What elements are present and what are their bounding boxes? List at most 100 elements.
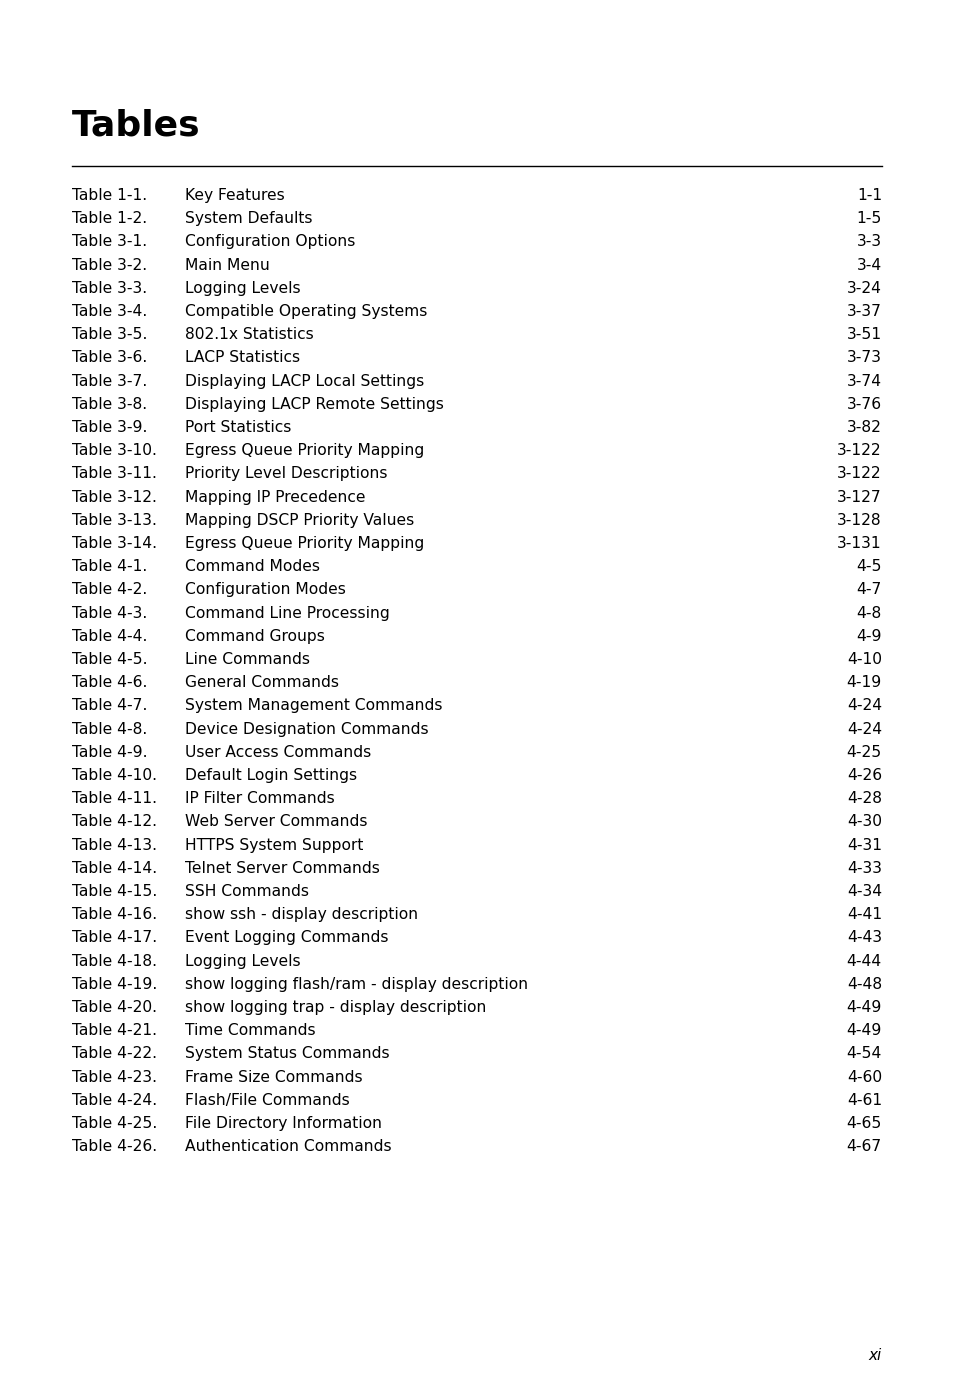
Text: Table 4-1.: Table 4-1. (71, 559, 147, 575)
Text: 4-33: 4-33 (846, 861, 882, 876)
Text: 4-67: 4-67 (846, 1140, 882, 1155)
Text: 4-43: 4-43 (846, 930, 882, 945)
Text: Mapping IP Precedence: Mapping IP Precedence (185, 490, 365, 505)
Text: 4-60: 4-60 (846, 1070, 882, 1084)
Text: Command Line Processing: Command Line Processing (185, 605, 390, 620)
Text: Table 1-2.: Table 1-2. (71, 211, 147, 226)
Text: 4-49: 4-49 (845, 999, 882, 1015)
Text: Telnet Server Commands: Telnet Server Commands (185, 861, 379, 876)
Text: Table 4-23.: Table 4-23. (71, 1070, 157, 1084)
Text: File Directory Information: File Directory Information (185, 1116, 381, 1131)
Text: Time Commands: Time Commands (185, 1023, 315, 1038)
Text: 3-74: 3-74 (846, 373, 882, 389)
Text: 4-48: 4-48 (846, 977, 882, 992)
Text: Table 4-21.: Table 4-21. (71, 1023, 157, 1038)
Text: Configuration Modes: Configuration Modes (185, 583, 346, 597)
Text: Table 3-10.: Table 3-10. (71, 443, 156, 458)
Text: Table 3-6.: Table 3-6. (71, 350, 147, 365)
Text: Configuration Options: Configuration Options (185, 235, 355, 250)
Text: Compatible Operating Systems: Compatible Operating Systems (185, 304, 427, 319)
Text: 3-37: 3-37 (846, 304, 882, 319)
Text: General Commands: General Commands (185, 675, 338, 690)
Text: Table 4-9.: Table 4-9. (71, 745, 148, 759)
Text: 4-24: 4-24 (846, 722, 882, 737)
Text: 4-5: 4-5 (856, 559, 882, 575)
Text: Port Statistics: Port Statistics (185, 421, 291, 434)
Text: 3-127: 3-127 (837, 490, 882, 505)
Text: Logging Levels: Logging Levels (185, 280, 300, 296)
Text: Table 3-9.: Table 3-9. (71, 421, 147, 434)
Text: Table 4-4.: Table 4-4. (71, 629, 147, 644)
Text: Displaying LACP Remote Settings: Displaying LACP Remote Settings (185, 397, 443, 412)
Text: 3-122: 3-122 (837, 443, 882, 458)
Text: System Status Commands: System Status Commands (185, 1047, 389, 1062)
Text: Command Groups: Command Groups (185, 629, 325, 644)
Text: 4-7: 4-7 (856, 583, 882, 597)
Text: 4-30: 4-30 (846, 815, 882, 830)
Text: Table 4-12.: Table 4-12. (71, 815, 157, 830)
Text: Table 3-7.: Table 3-7. (71, 373, 147, 389)
Text: Table 3-14.: Table 3-14. (71, 536, 157, 551)
Text: Table 4-25.: Table 4-25. (71, 1116, 157, 1131)
Text: LACP Statistics: LACP Statistics (185, 350, 300, 365)
Text: Device Designation Commands: Device Designation Commands (185, 722, 428, 737)
Text: Table 4-16.: Table 4-16. (71, 908, 157, 922)
Text: Command Modes: Command Modes (185, 559, 319, 575)
Text: 1-1: 1-1 (856, 187, 882, 203)
Text: Table 3-4.: Table 3-4. (71, 304, 147, 319)
Text: Frame Size Commands: Frame Size Commands (185, 1070, 362, 1084)
Text: System Management Commands: System Management Commands (185, 698, 442, 713)
Text: 3-73: 3-73 (846, 350, 882, 365)
Text: Main Menu: Main Menu (185, 258, 270, 272)
Text: Table 4-20.: Table 4-20. (71, 999, 157, 1015)
Text: Table 4-18.: Table 4-18. (71, 954, 157, 969)
Text: Table 3-5.: Table 3-5. (71, 328, 147, 343)
Text: 802.1x Statistics: 802.1x Statistics (185, 328, 314, 343)
Text: 4-24: 4-24 (846, 698, 882, 713)
Text: Web Server Commands: Web Server Commands (185, 815, 367, 830)
Text: IP Filter Commands: IP Filter Commands (185, 791, 335, 806)
Text: show logging trap - display description: show logging trap - display description (185, 999, 486, 1015)
Text: Table 4-15.: Table 4-15. (71, 884, 157, 899)
Text: 4-65: 4-65 (845, 1116, 882, 1131)
Text: 3-122: 3-122 (837, 466, 882, 482)
Text: show logging flash/ram - display description: show logging flash/ram - display descrip… (185, 977, 528, 992)
Text: Table 3-12.: Table 3-12. (71, 490, 156, 505)
Text: Table 4-2.: Table 4-2. (71, 583, 147, 597)
Text: Displaying LACP Local Settings: Displaying LACP Local Settings (185, 373, 424, 389)
Text: 3-3: 3-3 (856, 235, 882, 250)
Text: 4-34: 4-34 (846, 884, 882, 899)
Text: 4-31: 4-31 (846, 837, 882, 852)
Text: 3-131: 3-131 (837, 536, 882, 551)
Text: Event Logging Commands: Event Logging Commands (185, 930, 388, 945)
Text: 4-8: 4-8 (856, 605, 882, 620)
Text: 4-61: 4-61 (846, 1092, 882, 1108)
Text: Table 3-2.: Table 3-2. (71, 258, 147, 272)
Text: System Defaults: System Defaults (185, 211, 313, 226)
Text: Table 4-10.: Table 4-10. (71, 768, 157, 783)
Text: Table 3-8.: Table 3-8. (71, 397, 147, 412)
Text: Table 1-1.: Table 1-1. (71, 187, 147, 203)
Text: 4-54: 4-54 (845, 1047, 882, 1062)
Text: Table 4-17.: Table 4-17. (71, 930, 157, 945)
Text: 3-76: 3-76 (846, 397, 882, 412)
Text: Flash/File Commands: Flash/File Commands (185, 1092, 350, 1108)
Text: 3-24: 3-24 (846, 280, 882, 296)
Text: Default Login Settings: Default Login Settings (185, 768, 356, 783)
Text: Table 4-19.: Table 4-19. (71, 977, 157, 992)
Text: Table 4-26.: Table 4-26. (71, 1140, 157, 1155)
Text: 4-26: 4-26 (846, 768, 882, 783)
Text: Priority Level Descriptions: Priority Level Descriptions (185, 466, 387, 482)
Text: 4-9: 4-9 (856, 629, 882, 644)
Text: 3-4: 3-4 (856, 258, 882, 272)
Text: Egress Queue Priority Mapping: Egress Queue Priority Mapping (185, 536, 424, 551)
Text: Table 3-13.: Table 3-13. (71, 512, 156, 527)
Text: show ssh - display description: show ssh - display description (185, 908, 417, 922)
Text: 3-82: 3-82 (846, 421, 882, 434)
Text: Table 4-6.: Table 4-6. (71, 675, 147, 690)
Text: Table 4-5.: Table 4-5. (71, 652, 148, 668)
Text: HTTPS System Support: HTTPS System Support (185, 837, 363, 852)
Text: Table 4-7.: Table 4-7. (71, 698, 147, 713)
Text: Egress Queue Priority Mapping: Egress Queue Priority Mapping (185, 443, 424, 458)
Text: Table 4-14.: Table 4-14. (71, 861, 157, 876)
